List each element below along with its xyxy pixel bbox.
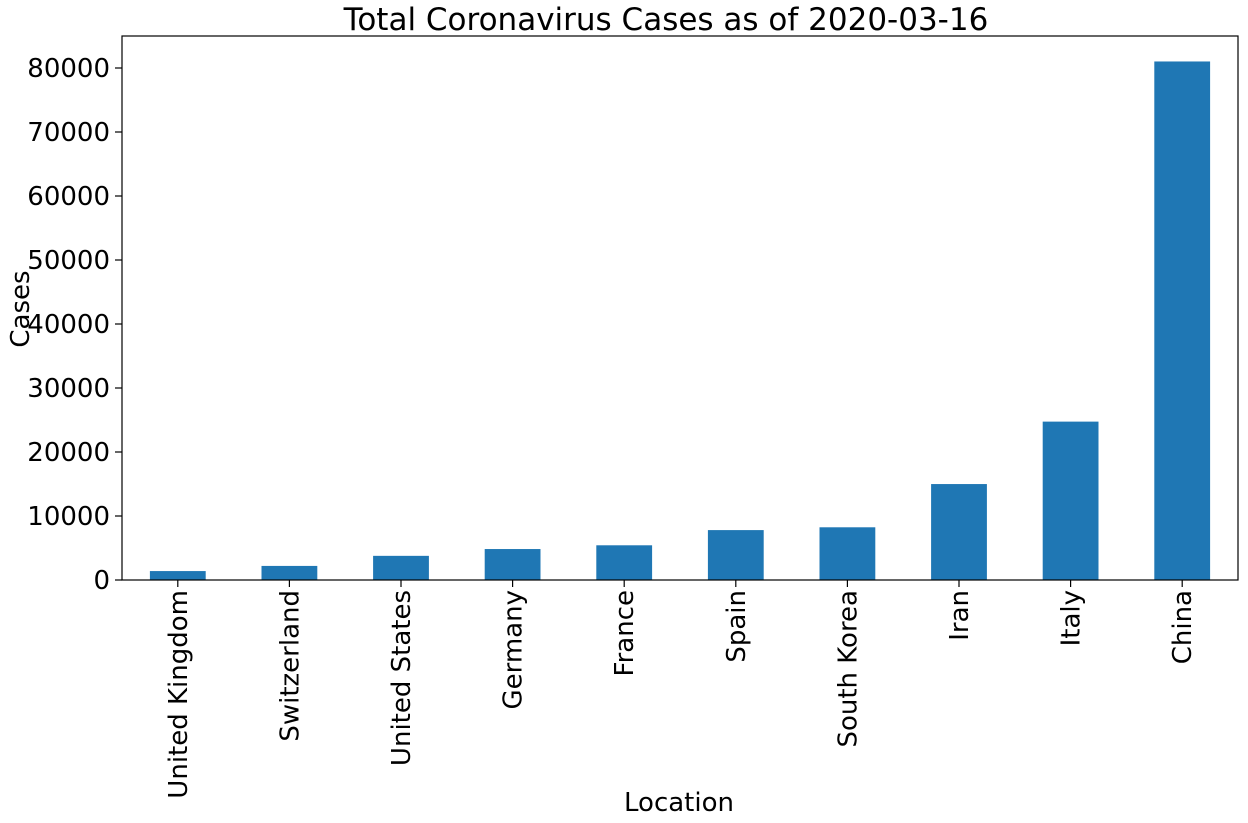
bar [1154,61,1211,581]
y-tick-label: 40000 [27,310,110,340]
y-tick-label: 80000 [27,54,110,84]
y-tick-label: 50000 [27,246,110,276]
y-axis-label: Cases [6,270,36,347]
y-tick-label: 70000 [27,118,110,148]
bar [373,555,429,580]
x-tick-label: Switzerland [275,590,305,742]
x-tick-label: Italy [1057,590,1087,646]
x-axis-label: Location [624,788,734,818]
bar [261,565,318,580]
bar [484,549,541,580]
x-tick-label: Spain [722,590,752,663]
plot-frame [121,35,1239,581]
y-tick-label: 20000 [27,438,110,468]
bar [819,527,876,580]
x-tick-label: Germany [499,590,529,710]
chart-title: Total Coronavirus Cases as of 2020-03-16 [343,2,989,38]
bar [931,484,987,580]
y-tick-label: 30000 [27,374,110,404]
x-tick-label: South Korea [833,590,863,748]
bar [1042,421,1099,580]
x-tick-label: France [610,590,640,676]
bar [707,530,764,580]
x-tick-label: Iran [945,590,975,641]
plot-area: 0 10000 20000 30000 40000 50000 60000 70000 8000… [27,35,1239,799]
bar [149,571,206,580]
bar [596,545,653,580]
y-tick-label: 10000 [27,502,110,532]
y-tick-label: 0 [93,566,110,596]
y-tick-label: 60000 [27,182,110,212]
x-tick-label: United Kingdom [164,590,194,799]
x-tick-label: China [1168,590,1198,664]
x-tick-label: United States [387,590,417,766]
